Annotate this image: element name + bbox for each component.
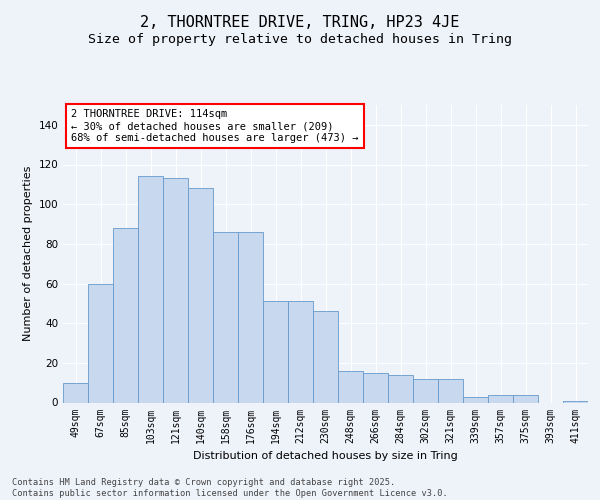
- Bar: [138, 176, 163, 402]
- Bar: [513, 394, 538, 402]
- Bar: [463, 396, 488, 402]
- Bar: [163, 178, 188, 402]
- Bar: [563, 400, 588, 402]
- Text: 2, THORNTREE DRIVE, TRING, HP23 4JE: 2, THORNTREE DRIVE, TRING, HP23 4JE: [140, 15, 460, 30]
- Bar: [313, 312, 338, 402]
- Text: Contains HM Land Registry data © Crown copyright and database right 2025.
Contai: Contains HM Land Registry data © Crown c…: [12, 478, 448, 498]
- Bar: [488, 394, 513, 402]
- Bar: [288, 302, 313, 402]
- Bar: [238, 232, 263, 402]
- Bar: [113, 228, 138, 402]
- Text: 2 THORNTREE DRIVE: 114sqm
← 30% of detached houses are smaller (209)
68% of semi: 2 THORNTREE DRIVE: 114sqm ← 30% of detac…: [71, 110, 358, 142]
- Bar: [263, 302, 288, 402]
- Bar: [213, 232, 238, 402]
- Bar: [363, 373, 388, 402]
- Bar: [388, 374, 413, 402]
- X-axis label: Distribution of detached houses by size in Tring: Distribution of detached houses by size …: [193, 451, 458, 461]
- Text: Size of property relative to detached houses in Tring: Size of property relative to detached ho…: [88, 32, 512, 46]
- Bar: [88, 284, 113, 403]
- Bar: [188, 188, 213, 402]
- Bar: [63, 382, 88, 402]
- Y-axis label: Number of detached properties: Number of detached properties: [23, 166, 33, 342]
- Bar: [338, 371, 363, 402]
- Bar: [413, 378, 438, 402]
- Bar: [438, 378, 463, 402]
